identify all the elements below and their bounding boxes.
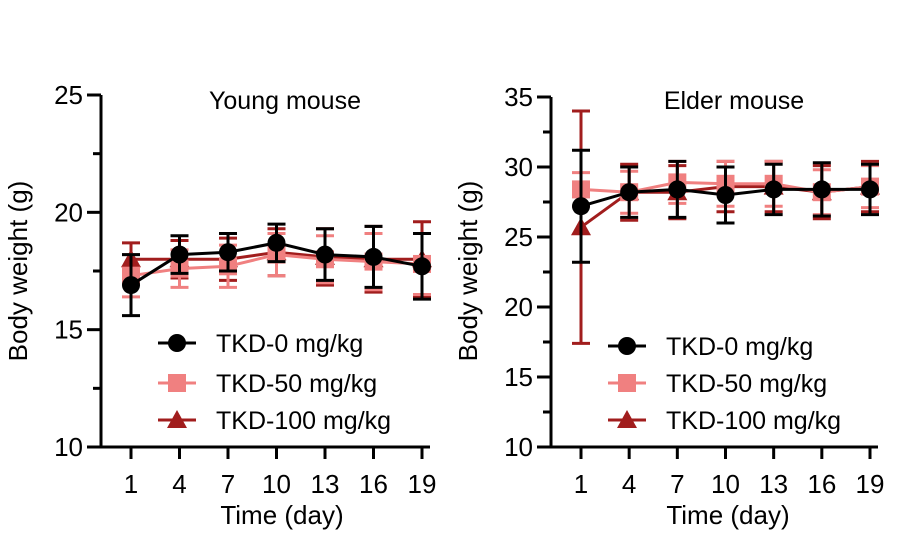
x-axis-label: Time (day) [666, 500, 789, 530]
data-point [413, 257, 431, 276]
legend-label: TKD-50 mg/kg [216, 370, 377, 398]
series-layer [571, 109, 880, 345]
data-point [267, 233, 286, 252]
y-tick-label: 25 [54, 80, 83, 110]
data-point [812, 180, 831, 199]
x-tick-label: 10 [711, 469, 740, 499]
legend-item: TKD-100 mg/kg [158, 407, 391, 435]
x-tick-label: 16 [807, 469, 836, 499]
legend-item: TKD-50 mg/kg [158, 370, 377, 398]
x-tick-label: 19 [856, 469, 885, 499]
young-mouse-chart: Young mouse Body weight (g) Time (day) 1… [3, 80, 436, 530]
data-point [364, 247, 383, 266]
data-point [219, 243, 237, 262]
y-tick-label: 10 [504, 432, 533, 462]
legend: TKD-0 mg/kg TKD-50 mg/kg TKD-100 mg/kg [158, 330, 391, 435]
legend-label: TKD-100 mg/kg [666, 407, 841, 435]
y-tick-label: 25 [504, 222, 533, 252]
legend-marker [618, 337, 636, 355]
x-tick-label: 13 [311, 469, 340, 499]
legend-marker [168, 334, 186, 352]
legend-item: TKD-0 mg/kg [608, 333, 813, 361]
series-triangle [571, 109, 880, 345]
chart-title: Young mouse [209, 87, 361, 115]
y-axis-label: Body weight (g) [453, 181, 483, 362]
x-tick-label: 7 [670, 469, 684, 499]
legend: TKD-0 mg/kg TKD-50 mg/kg TKD-100 mg/kg [608, 333, 841, 435]
y-tick-label: 30 [504, 152, 533, 182]
x-tick-label: 13 [759, 469, 788, 499]
elder-mouse-chart: Elder mouse Body weight (g) Time (day) 1… [453, 82, 884, 530]
x-tick-label: 1 [574, 469, 588, 499]
x-tick-label: 4 [622, 469, 636, 499]
y-tick-label: 20 [504, 292, 533, 322]
legend-label: TKD-50 mg/kg [666, 370, 827, 398]
data-point [764, 180, 783, 199]
y-tick-label: 10 [54, 432, 83, 462]
legend-item: TKD-100 mg/kg [608, 407, 841, 435]
y-tick-label: 20 [54, 197, 83, 227]
x-tick-label: 16 [359, 469, 388, 499]
legend-marker [618, 374, 636, 392]
data-point [316, 245, 334, 264]
y-tick-label: 35 [504, 82, 533, 112]
data-point [668, 180, 687, 199]
series-circle [122, 222, 431, 318]
legend-item: TKD-50 mg/kg [608, 370, 827, 398]
legend-label: TKD-100 mg/kg [216, 407, 391, 435]
data-point [122, 276, 140, 295]
chart-title: Elder mouse [664, 87, 804, 115]
tick-layer: 10 15 20 25 30 35 1 4 7 10 13 16 19 [504, 82, 884, 499]
series-layer [121, 220, 432, 318]
x-axis-label: Time (day) [220, 500, 343, 530]
tick-layer: 10 15 20 25 1 4 7 10 13 16 19 [54, 80, 436, 499]
series-circle [572, 148, 879, 264]
x-tick-label: 1 [124, 469, 138, 499]
x-tick-label: 4 [172, 469, 186, 499]
x-tick-label: 7 [221, 469, 235, 499]
data-point [861, 180, 879, 199]
legend-label: TKD-0 mg/kg [666, 333, 813, 361]
x-tick-label: 19 [408, 469, 437, 499]
y-axis-label: Body weight (g) [3, 181, 33, 362]
legend-label: TKD-0 mg/kg [216, 330, 363, 358]
y-tick-label: 15 [54, 315, 83, 345]
legend-marker [167, 410, 187, 428]
data-point [620, 183, 639, 202]
x-tick-label: 10 [262, 469, 291, 499]
data-point [716, 186, 735, 204]
y-tick-label: 15 [504, 362, 533, 392]
legend-marker [617, 410, 637, 428]
legend-marker [168, 374, 186, 392]
legend-item: TKD-0 mg/kg [158, 330, 363, 358]
data-point [572, 197, 590, 216]
data-point [170, 245, 189, 264]
